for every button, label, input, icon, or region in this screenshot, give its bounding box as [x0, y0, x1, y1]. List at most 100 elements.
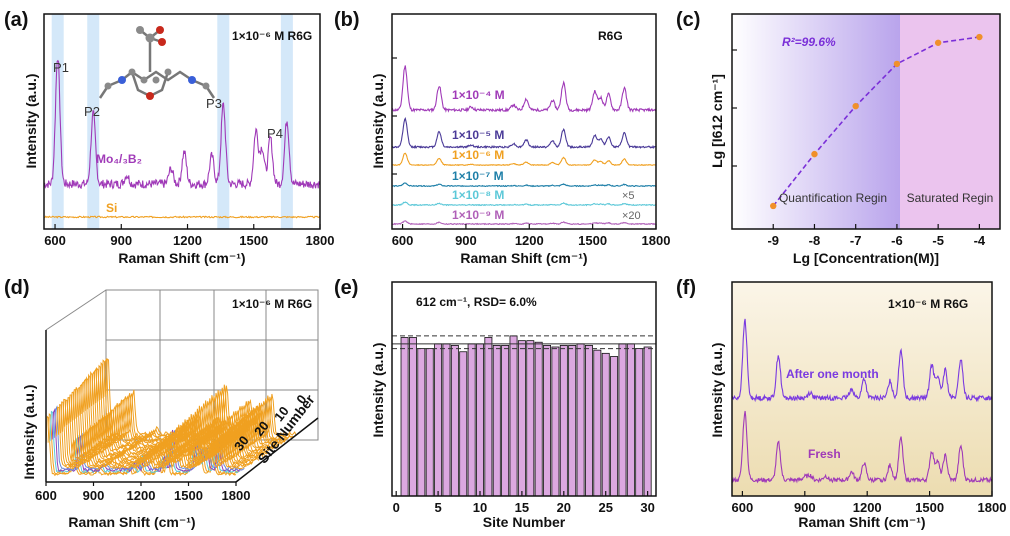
data-point	[976, 33, 983, 41]
bar	[610, 356, 619, 497]
saturated-label: Saturated Regin	[907, 191, 994, 205]
bar	[501, 345, 510, 497]
bar	[408, 337, 417, 497]
bar	[434, 343, 443, 497]
y-minor-ticks	[732, 49, 737, 167]
y-axis-label: Intensity (a.u.)	[370, 74, 386, 169]
reference-lines	[392, 335, 656, 350]
molecule-atoms	[104, 26, 210, 100]
data-point	[893, 60, 901, 68]
saturated-region	[900, 14, 1000, 229]
series-label: 1×10⁻⁷ M	[452, 169, 504, 183]
annotation: 1×10⁻⁶ M R6G	[232, 297, 312, 311]
x-tick-label: 1500	[239, 233, 268, 248]
bar	[568, 345, 577, 497]
y-axis-label: Lg [I612 cm⁻¹]	[709, 74, 725, 168]
data-point	[852, 102, 859, 110]
series-labels: 1×10⁻⁴ M 1×10⁻⁵ M 1×10⁻⁶ M 1×10⁻⁷ M 1×10⁻⁸ M…	[452, 88, 641, 222]
annotation: 612 cm⁻¹, RSD= 6.0%	[416, 295, 537, 309]
x-tick-label: 900	[794, 500, 816, 515]
site-spectrum	[101, 359, 293, 440]
panel-f: 1×10⁻⁶ M R6G After one month Fresh 600 90…	[709, 281, 1007, 530]
bar	[626, 343, 635, 497]
y-minor-ticks	[392, 57, 397, 175]
series-multiplier: ×5	[622, 190, 635, 202]
bar	[643, 346, 652, 497]
x-tick-label: -4	[974, 233, 986, 248]
x-tick-label: 1500	[915, 500, 944, 515]
x-tick-label: 1800	[642, 233, 671, 248]
bar	[635, 348, 644, 497]
x-tick-label: -6	[891, 233, 903, 248]
legend-after: After one month	[786, 367, 879, 381]
site-spectrum	[49, 410, 241, 474]
x-tick-label: 1200	[853, 500, 882, 515]
series-line	[391, 220, 656, 226]
x-tick-label: 1800	[978, 500, 1007, 515]
series-line	[391, 65, 657, 114]
x-ticks: 0 5 10 15 20 25 30	[393, 491, 655, 515]
site-spectrum	[55, 406, 247, 470]
x-tick-label: 1200	[173, 233, 202, 248]
x-tick-label: 20	[557, 500, 571, 515]
plot-frame	[731, 281, 993, 497]
site-spectrum	[105, 358, 297, 438]
x-axis-label: Raman Shift (cm⁻¹)	[118, 250, 245, 266]
bar	[509, 335, 518, 497]
series-label: 1×10⁻⁵ M	[452, 128, 504, 142]
fit-curve	[772, 36, 980, 207]
x-tick-label: 600	[392, 233, 414, 248]
x-axis-label: Raman Shift (cm⁻¹)	[460, 250, 587, 266]
data-point	[770, 202, 777, 210]
bar	[417, 348, 426, 497]
site-spectrum	[51, 407, 243, 473]
panel-e: 612 cm⁻¹, RSD= 6.0% 0 5 10 15 20 25 30 Site Nu…	[370, 281, 657, 530]
bar	[559, 345, 568, 497]
x-tick-label: 1800	[222, 488, 251, 503]
site-spectrum	[103, 358, 295, 439]
peak-band	[280, 14, 293, 229]
peak-band	[217, 14, 230, 229]
x-axis-label: Lg [Concentration(M)]	[793, 250, 939, 266]
site-spectrum	[91, 370, 282, 447]
x-tick-label: 25	[598, 500, 612, 515]
bar	[551, 346, 560, 497]
x-ticks: 600 900 1200 1500 1800	[35, 482, 250, 503]
panel-label-a: (a)	[4, 9, 28, 31]
panel-label-f: (f)	[676, 277, 696, 299]
peak-label: P1	[53, 60, 69, 75]
panel-label-d: (d)	[4, 277, 30, 299]
quantification-label: Quantification Regin	[779, 191, 887, 205]
plot-frame	[43, 13, 321, 230]
panel-a: 1×10⁻⁶ M R6G P1 P2 P3 P4 Mo₄/₃B₂ Si 600 900 1…	[23, 13, 334, 266]
peak-labels: P1 P2 P3 P4	[53, 60, 283, 141]
peak-bands	[51, 14, 293, 229]
series-line	[391, 152, 656, 167]
panel-label-e: (e)	[334, 277, 358, 299]
quantification-region	[732, 14, 900, 229]
x-tick-label: 30	[640, 500, 654, 515]
bar	[425, 348, 434, 497]
fit-label: R²=99.6%	[782, 35, 836, 49]
x-ticks: -9 -8 -7 -6 -5 -4	[767, 224, 986, 248]
bar	[576, 343, 585, 497]
x-tick-label: 5	[434, 500, 441, 515]
r6g-molecule-icon	[98, 29, 216, 99]
series-line	[391, 182, 656, 188]
bar	[442, 343, 451, 497]
x-ticks: 600 900 1200 1500 1800	[392, 224, 671, 248]
plot-frame	[391, 13, 657, 230]
series-label: 1×10⁻⁸ M	[452, 188, 504, 202]
annotation: 1×10⁻⁶ M R6G	[888, 297, 968, 311]
x-tick-label: 0	[393, 500, 400, 515]
site-spectrum	[47, 413, 239, 475]
series-si-line	[43, 215, 321, 219]
x-axis-label: Site Number	[483, 514, 566, 530]
bar	[618, 343, 627, 497]
x-tick-label: 1500	[578, 233, 607, 248]
series-line	[391, 116, 656, 150]
x-tick-label: -7	[850, 233, 862, 248]
bar	[459, 351, 468, 497]
series-group	[391, 65, 657, 226]
